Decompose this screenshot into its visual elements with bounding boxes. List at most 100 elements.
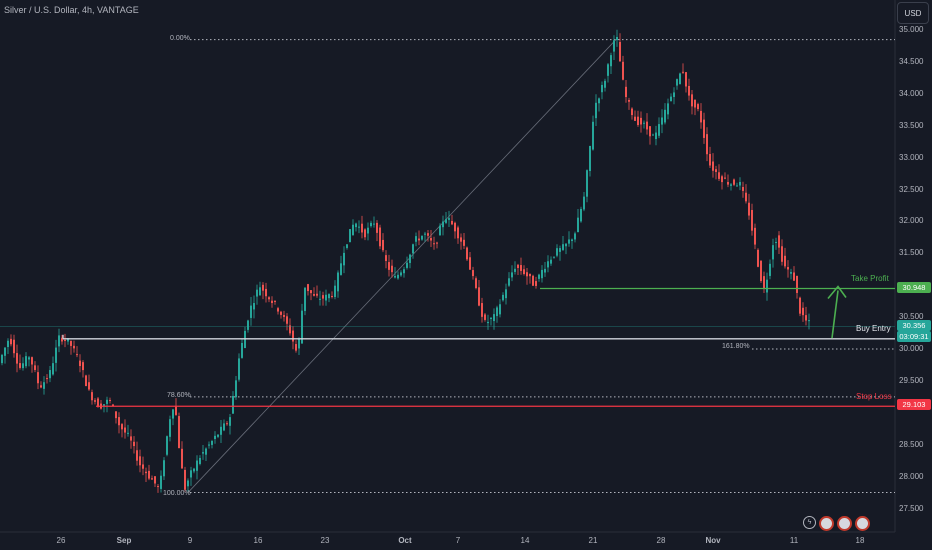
candle-body: [709, 154, 711, 166]
candle-body: [397, 274, 399, 279]
candle-body: [283, 315, 285, 317]
candle-body: [667, 103, 669, 115]
candle-body: [712, 161, 714, 171]
candle-body: [13, 339, 15, 354]
candle-body: [19, 363, 21, 368]
time-tick-label: 26: [56, 536, 66, 545]
take-profit-price-tag: 30.948: [897, 282, 931, 293]
candle-body: [745, 192, 747, 202]
price-tick-label: 30.000: [899, 344, 924, 353]
candle-body: [661, 117, 663, 125]
candle-body: [367, 227, 369, 234]
candle-body: [718, 172, 720, 179]
candle-body: [163, 460, 165, 477]
candle-body: [436, 242, 438, 244]
candle-body: [463, 239, 465, 246]
candle-body: [316, 293, 318, 296]
candle-body: [688, 85, 690, 96]
candle-body: [127, 432, 129, 434]
candle-body: [643, 122, 645, 124]
currency-button[interactable]: USD: [897, 2, 929, 24]
candle-body: [451, 220, 453, 225]
candle-body: [739, 181, 741, 186]
last-price-tag: 30.356: [897, 320, 931, 331]
fib-trend-line: [187, 39, 617, 493]
candle-body: [562, 244, 564, 250]
candle-body: [433, 243, 435, 245]
candle-body: [598, 98, 600, 104]
candle-body: [571, 239, 573, 242]
candle-body: [691, 94, 693, 107]
candle-body: [1, 354, 3, 364]
candle-body: [148, 470, 150, 479]
candle-body: [7, 340, 9, 348]
candle-body: [139, 456, 141, 466]
lightning-icon[interactable]: ϟ: [803, 516, 816, 529]
price-tick-label: 30.500: [899, 312, 924, 322]
time-tick-label: 28: [656, 536, 666, 545]
candle-body: [442, 221, 444, 228]
candle-body: [4, 347, 6, 356]
candle-body: [751, 209, 753, 231]
candle-body: [766, 279, 768, 293]
candle-body: [10, 338, 12, 345]
candle-body: [715, 169, 717, 172]
candle-body: [532, 275, 534, 286]
candle-body: [130, 436, 132, 441]
candle-body: [763, 276, 765, 289]
candle-body: [454, 222, 456, 232]
candle-body: [175, 406, 177, 415]
candle-body: [49, 370, 51, 379]
candle-body: [181, 448, 183, 469]
candle-body: [754, 227, 756, 245]
candle-body: [796, 275, 798, 293]
flag-us-icon-2[interactable]: [837, 516, 852, 531]
candle-body: [604, 80, 606, 88]
candle-body: [622, 61, 624, 80]
candle-body: [85, 375, 87, 387]
candle-body: [31, 357, 33, 365]
candle-body: [565, 243, 567, 247]
candle-body: [502, 294, 504, 301]
time-tick-label: 7: [455, 536, 461, 545]
candle-body: [652, 134, 654, 136]
candle-body: [79, 360, 81, 367]
candle-body: [802, 307, 804, 316]
candle-body: [772, 245, 774, 260]
candle-body: [106, 399, 108, 404]
candle-body: [430, 238, 432, 241]
candle-body: [214, 435, 216, 440]
candle-body: [151, 478, 153, 480]
fib-label-1618: 161.80%: [722, 343, 750, 350]
candle-body: [424, 233, 426, 235]
candle-body: [787, 267, 789, 270]
candle-body: [172, 409, 174, 419]
flag-us-icon[interactable]: [819, 516, 834, 531]
flag-us-icon-3[interactable]: [855, 516, 870, 531]
candle-body: [205, 448, 207, 455]
candle-body: [67, 338, 69, 342]
price-tick-label: 29.500: [899, 375, 924, 385]
candle-body: [250, 305, 252, 318]
candle-body: [706, 134, 708, 155]
candle-body: [112, 404, 114, 407]
candle-body: [421, 235, 423, 240]
candle-body: [784, 255, 786, 267]
price-tick-label: 33.000: [899, 152, 924, 162]
candle-body: [625, 86, 627, 98]
candle-body: [307, 284, 309, 292]
event-icons[interactable]: ϟ: [803, 516, 870, 531]
candle-body: [439, 225, 441, 236]
candle-body: [220, 426, 222, 435]
candle-body: [133, 441, 135, 447]
candle-body: [496, 307, 498, 317]
candle-body: [790, 272, 792, 274]
candle-body: [634, 116, 636, 121]
candle-body: [538, 274, 540, 279]
candle-body: [253, 303, 255, 310]
candle-body: [22, 363, 24, 369]
candle-body: [493, 314, 495, 322]
candle-body: [427, 233, 429, 236]
candle-body: [637, 116, 639, 126]
